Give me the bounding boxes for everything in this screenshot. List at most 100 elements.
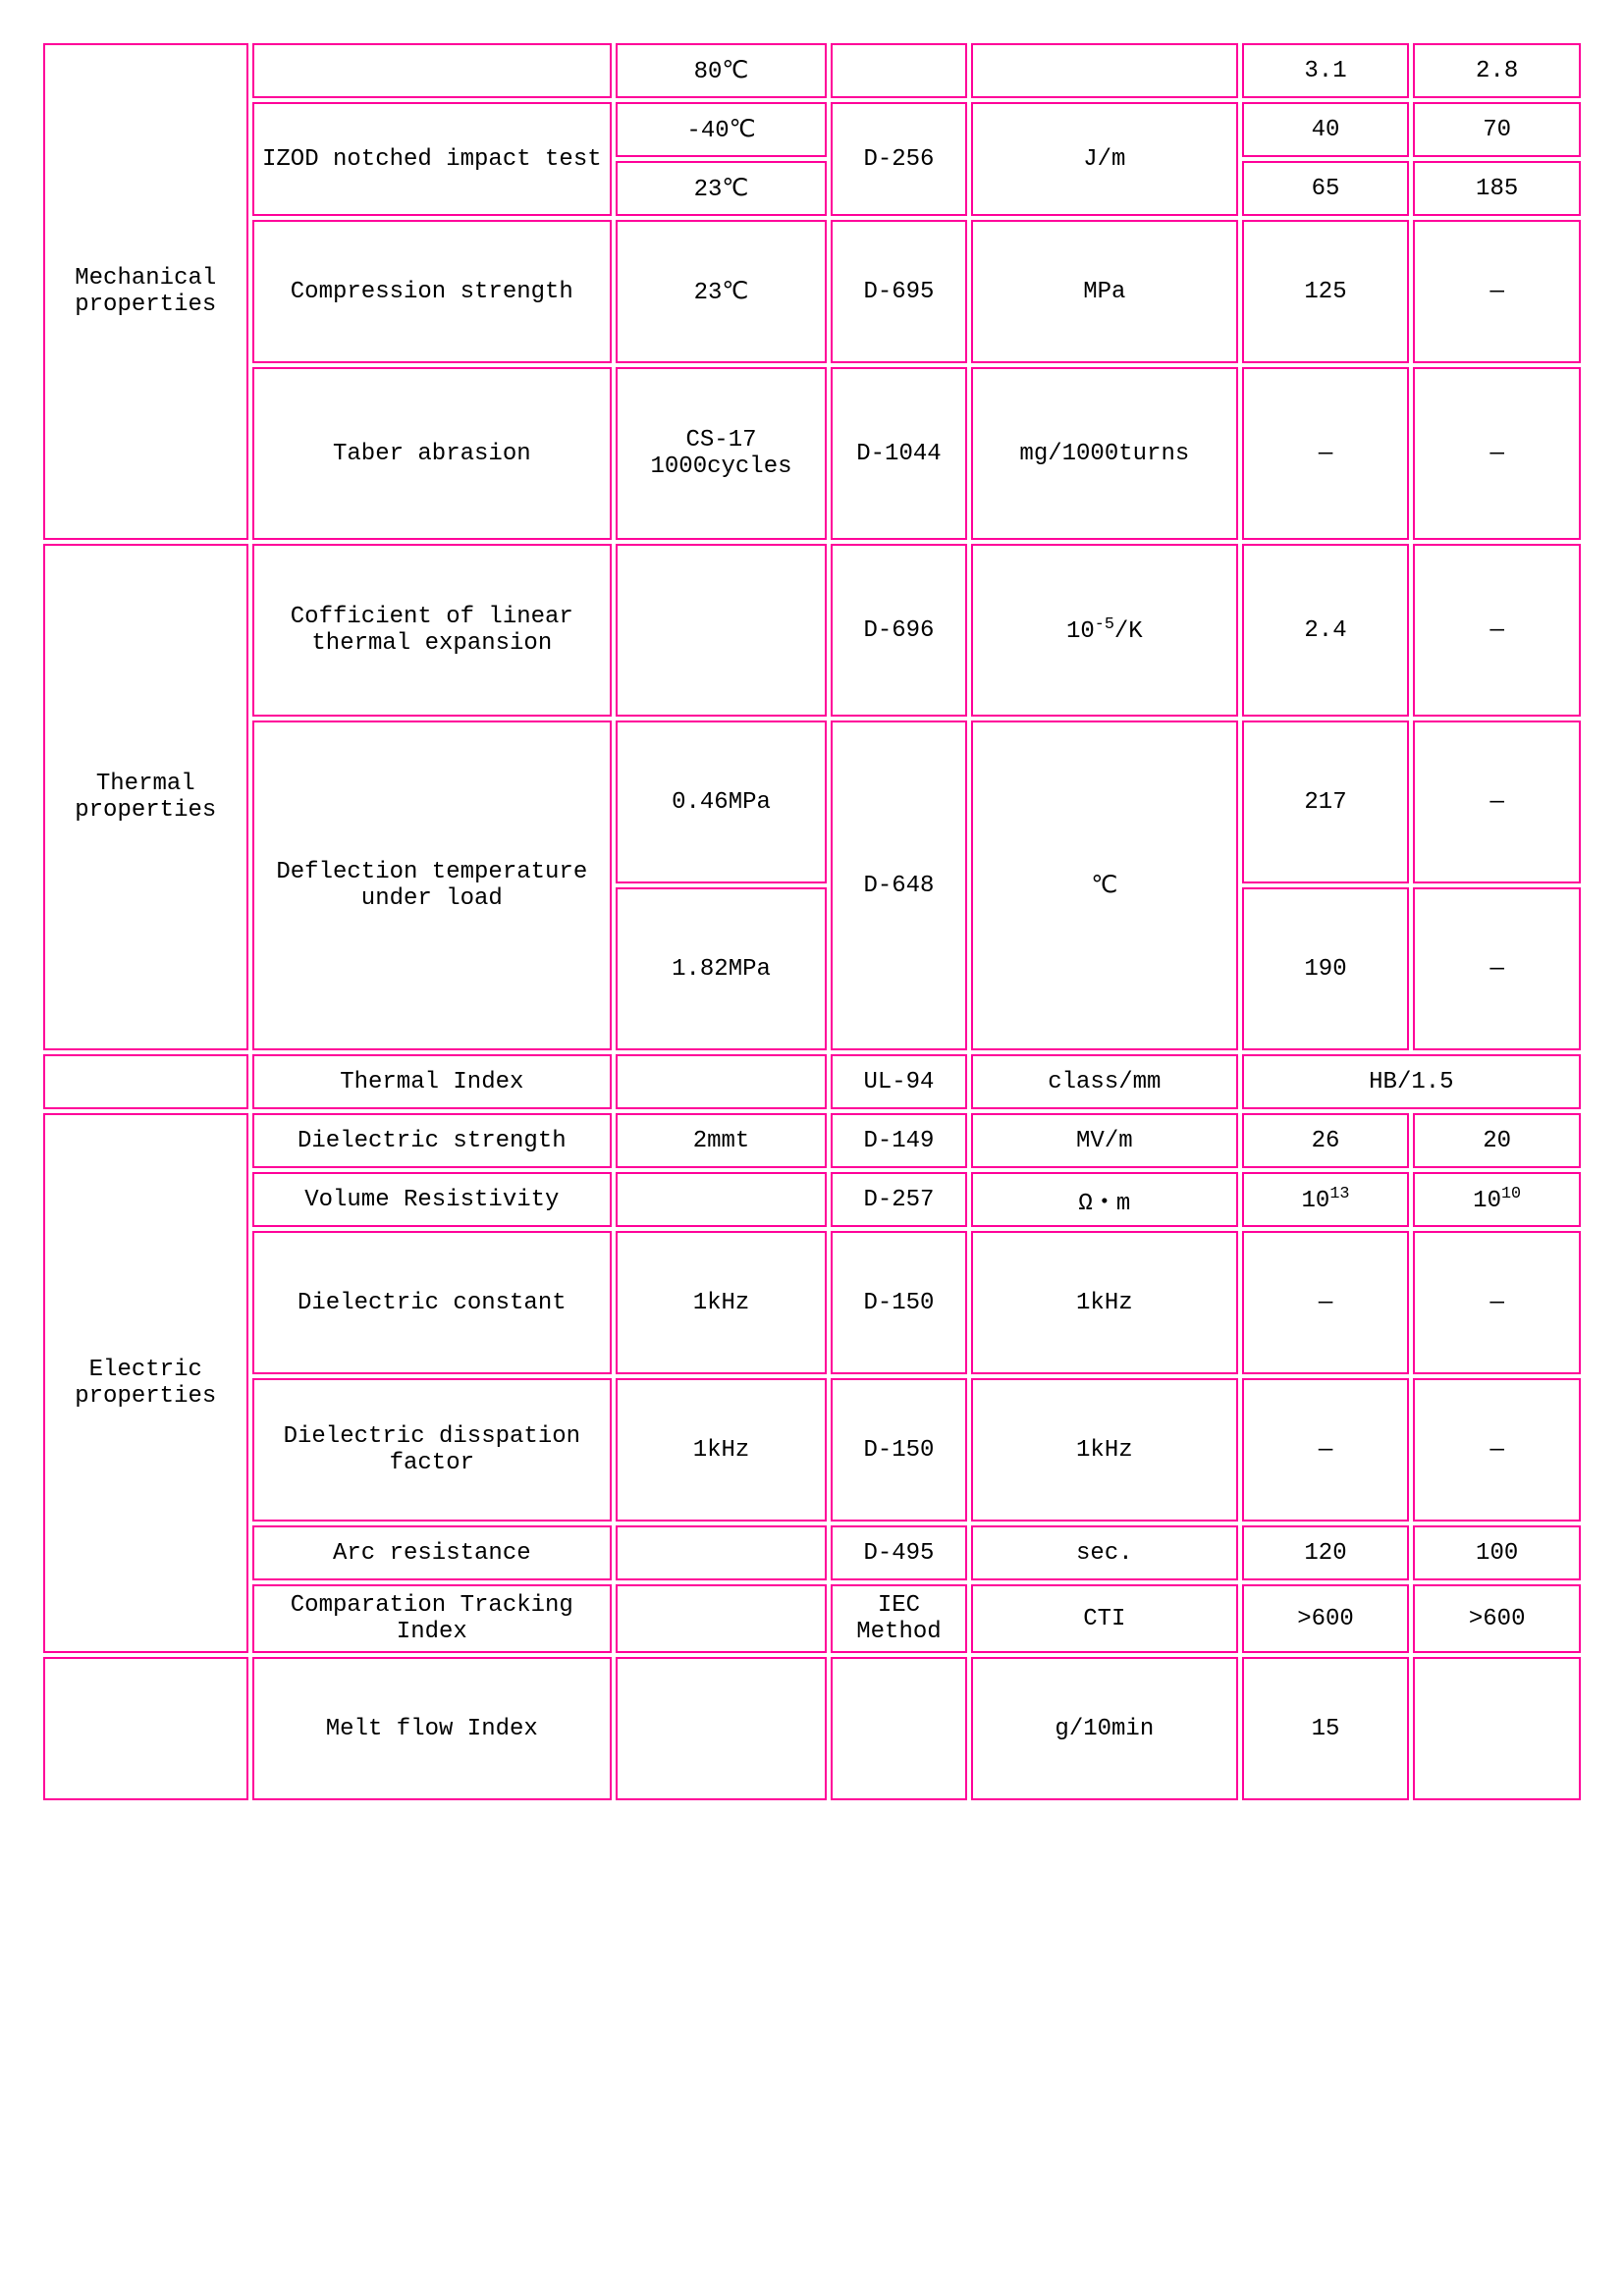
unit-cell: 1kHz: [971, 1231, 1238, 1374]
table-row: Dielectric disspation factor 1kHz D-150 …: [43, 1378, 1581, 1522]
unit-cell: MV/m: [971, 1113, 1238, 1168]
unit-cell: mg/1000turns: [971, 367, 1238, 540]
prop-cell: Volume Resistivity: [252, 1172, 613, 1227]
val-cell: HB/1.5: [1242, 1054, 1581, 1109]
category-cell: Thermal properties: [43, 544, 248, 1050]
std-cell: D-696: [831, 544, 967, 717]
unit-cell: 10-5/K: [971, 544, 1238, 717]
std-cell: D-648: [831, 721, 967, 1050]
val2-cell: 1010: [1413, 1172, 1581, 1227]
unit-cell: g/10min: [971, 1657, 1238, 1800]
val2-cell: 100: [1413, 1525, 1581, 1580]
val1-cell: 2.4: [1242, 544, 1410, 717]
table-row: Deflection temperature under load 0.46MP…: [43, 721, 1581, 883]
val2-cell: 70: [1413, 102, 1581, 157]
properties-table: Mechanical properties 80℃ 3.1 2.8 IZOD n…: [39, 39, 1585, 1804]
val2-cell: —: [1413, 721, 1581, 883]
prop-cell: Taber abrasion: [252, 367, 613, 540]
table-row: Melt flow Index g/10min 15: [43, 1657, 1581, 1800]
unit-cell: sec.: [971, 1525, 1238, 1580]
prop-cell: Melt flow Index: [252, 1657, 613, 1800]
std-cell: D-695: [831, 220, 967, 363]
unit-cell: MPa: [971, 220, 1238, 363]
val1-cell: 125: [1242, 220, 1410, 363]
val2-cell: 2.8: [1413, 43, 1581, 98]
val1-cell: 26: [1242, 1113, 1410, 1168]
cond-cell: 1.82MPa: [616, 887, 827, 1050]
val1-cell: —: [1242, 1231, 1410, 1374]
std-cell: D-256: [831, 102, 967, 216]
unit-cell: CTI: [971, 1584, 1238, 1653]
table-row: Electric properties Dielectric strength …: [43, 1113, 1581, 1168]
std-cell: D-1044: [831, 367, 967, 540]
unit-cell: 1kHz: [971, 1378, 1238, 1522]
category-cell: [43, 1054, 248, 1109]
val2-cell: 20: [1413, 1113, 1581, 1168]
std-cell: [831, 1657, 967, 1800]
val2-cell: —: [1413, 1231, 1581, 1374]
val1-cell: —: [1242, 367, 1410, 540]
val2-cell: —: [1413, 887, 1581, 1050]
unit-cell: ℃: [971, 721, 1238, 1050]
cond-cell: 1kHz: [616, 1378, 827, 1522]
std-cell: D-150: [831, 1231, 967, 1374]
cond-cell: CS-17 1000cycles: [616, 367, 827, 540]
val2-cell: —: [1413, 367, 1581, 540]
cond-cell: 23℃: [616, 220, 827, 363]
cond-cell: [616, 1657, 827, 1800]
unit-cell: class/mm: [971, 1054, 1238, 1109]
unit-cell: J/m: [971, 102, 1238, 216]
val1-cell: 65: [1242, 161, 1410, 216]
cond-cell: 2mmt: [616, 1113, 827, 1168]
prop-cell: IZOD notched impact test: [252, 102, 613, 216]
cond-cell: -40℃: [616, 102, 827, 157]
table-row: IZOD notched impact test -40℃ D-256 J/m …: [43, 102, 1581, 157]
table-row: Arc resistance D-495 sec. 120 100: [43, 1525, 1581, 1580]
val2-cell: 185: [1413, 161, 1581, 216]
val1-cell: —: [1242, 1378, 1410, 1522]
val1-cell: 190: [1242, 887, 1410, 1050]
prop-cell: [252, 43, 613, 98]
cond-cell: [616, 1584, 827, 1653]
cond-cell: [616, 1054, 827, 1109]
std-cell: D-150: [831, 1378, 967, 1522]
prop-cell: Dielectric strength: [252, 1113, 613, 1168]
table-row: Comparation Tracking Index IEC Method CT…: [43, 1584, 1581, 1653]
val1-cell: 3.1: [1242, 43, 1410, 98]
table-row: Mechanical properties 80℃ 3.1 2.8: [43, 43, 1581, 98]
prop-cell: Arc resistance: [252, 1525, 613, 1580]
std-cell: D-149: [831, 1113, 967, 1168]
prop-cell: Comparation Tracking Index: [252, 1584, 613, 1653]
prop-cell: Deflection temperature under load: [252, 721, 613, 1050]
cond-cell: [616, 544, 827, 717]
cond-cell: [616, 1172, 827, 1227]
val1-cell: 40: [1242, 102, 1410, 157]
val2-cell: —: [1413, 1378, 1581, 1522]
unit-cell: Ω・m: [971, 1172, 1238, 1227]
prop-cell: Thermal Index: [252, 1054, 613, 1109]
val1-cell: 120: [1242, 1525, 1410, 1580]
prop-cell: Cofficient of linear thermal expansion: [252, 544, 613, 717]
std-cell: IEC Method: [831, 1584, 967, 1653]
val1-cell: 217: [1242, 721, 1410, 883]
val1-cell: 15: [1242, 1657, 1410, 1800]
table-row: Taber abrasion CS-17 1000cycles D-1044 m…: [43, 367, 1581, 540]
cond-cell: 80℃: [616, 43, 827, 98]
category-cell: Electric properties: [43, 1113, 248, 1653]
cond-cell: 23℃: [616, 161, 827, 216]
val2-cell: —: [1413, 544, 1581, 717]
prop-cell: Dielectric disspation factor: [252, 1378, 613, 1522]
prop-cell: Dielectric constant: [252, 1231, 613, 1374]
unit-cell: [971, 43, 1238, 98]
val1-cell: >600: [1242, 1584, 1410, 1653]
std-cell: UL-94: [831, 1054, 967, 1109]
cond-cell: [616, 1525, 827, 1580]
category-cell: Mechanical properties: [43, 43, 248, 540]
cond-cell: 0.46MPa: [616, 721, 827, 883]
category-cell: [43, 1657, 248, 1800]
table-row: Compression strength 23℃ D-695 MPa 125 —: [43, 220, 1581, 363]
table-row: Thermal Index UL-94 class/mm HB/1.5: [43, 1054, 1581, 1109]
cond-cell: 1kHz: [616, 1231, 827, 1374]
val1-cell: 1013: [1242, 1172, 1410, 1227]
table-row: Volume Resistivity D-257 Ω・m 1013 1010: [43, 1172, 1581, 1227]
